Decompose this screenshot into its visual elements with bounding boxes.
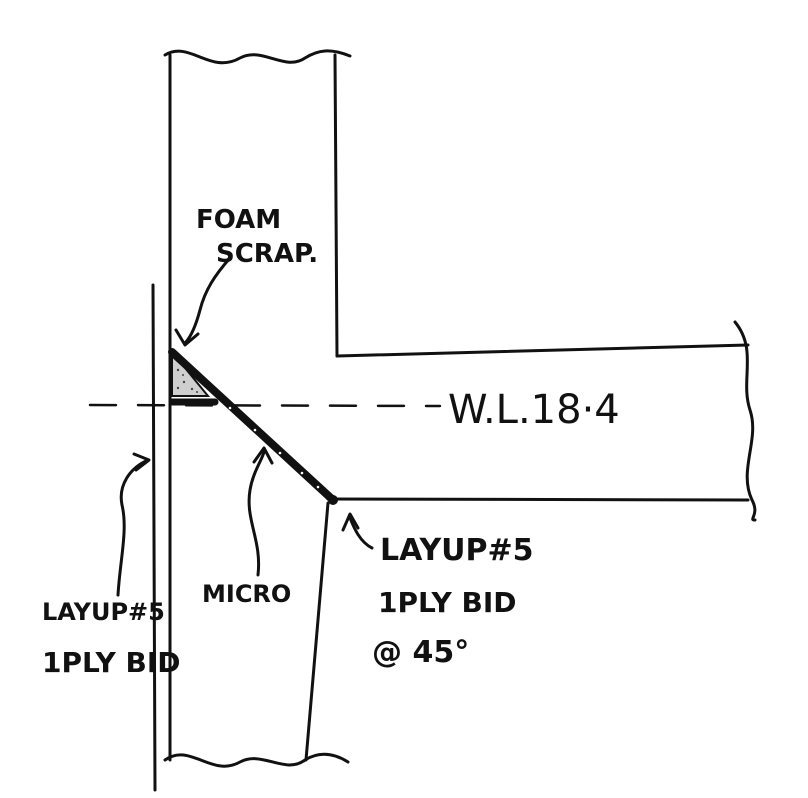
right-layup-label-line3: @ 45° bbox=[372, 635, 469, 670]
foam-stipple bbox=[176, 368, 198, 393]
left-skin-line bbox=[151, 283, 157, 792]
right-layup-label-line1: LAYUP#5 bbox=[380, 533, 534, 568]
foam-leader-arrowhead bbox=[174, 328, 200, 347]
left-layup-leader bbox=[116, 458, 150, 597]
fillet-stipple bbox=[228, 406, 320, 489]
foam-leader-arrow bbox=[184, 256, 232, 344]
right-layup-leader-arrowhead bbox=[341, 512, 360, 532]
foam-scrap-label-line2: SCRAP. bbox=[216, 239, 318, 269]
waterline-label: W.L.18·4 bbox=[448, 387, 620, 433]
diagonal-micro-fillet bbox=[168, 348, 337, 504]
fillet-end-dot bbox=[328, 495, 338, 505]
left-layup-leader-arrowhead bbox=[132, 452, 151, 472]
micro-leader-arrowhead bbox=[252, 446, 274, 465]
micro-leader bbox=[247, 450, 266, 577]
member-right-edge-lower bbox=[304, 501, 330, 762]
break-line-top bbox=[163, 49, 352, 65]
member-right-edge-upper bbox=[333, 53, 339, 358]
break-line-right bbox=[733, 320, 757, 522]
left-layup-label-line1: LAYUP#5 bbox=[42, 598, 165, 626]
right-layup-label-line2: 1PLY BID bbox=[378, 586, 517, 619]
horizontal-member-top bbox=[335, 343, 750, 358]
waterline-dashed bbox=[88, 403, 442, 408]
micro-label: MICRO bbox=[202, 580, 291, 608]
break-line-bottom bbox=[163, 752, 350, 768]
left-layup-label-line2: 1PLY BID bbox=[42, 646, 181, 679]
foam-scrap-label-line1: FOAM bbox=[196, 205, 281, 235]
right-layup-leader bbox=[348, 516, 374, 550]
horizontal-member-bottom bbox=[326, 497, 750, 502]
